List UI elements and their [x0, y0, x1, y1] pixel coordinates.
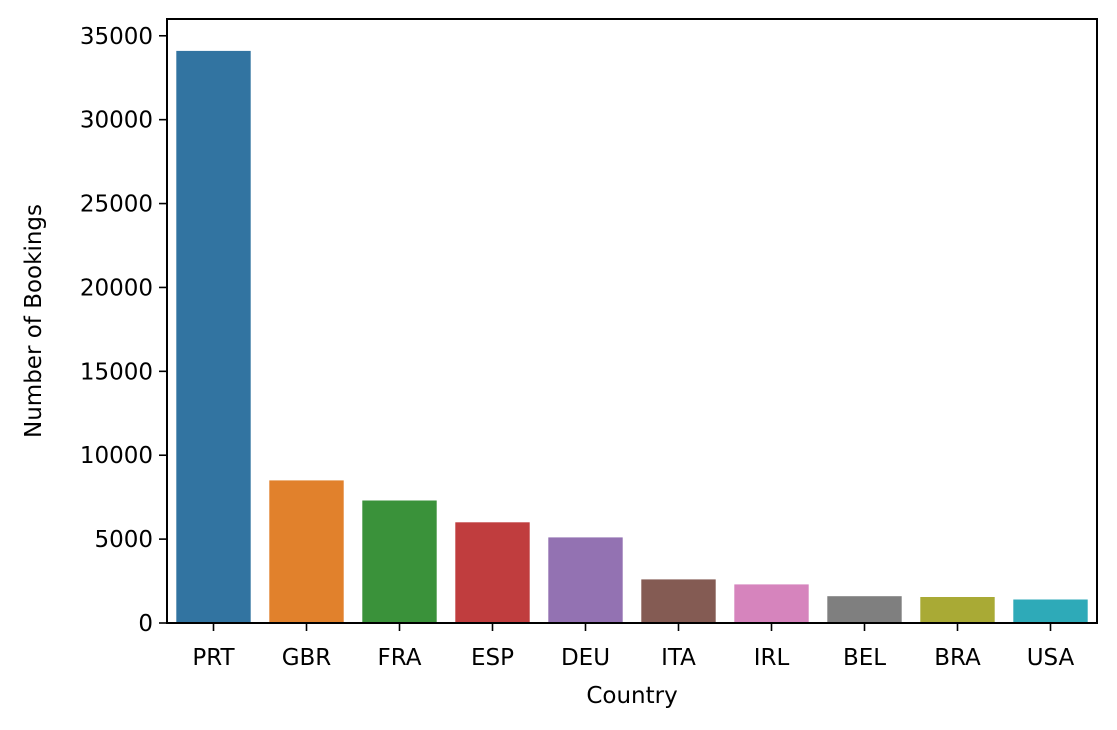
- x-axis-ticks: PRT GBR FRA ESP DEU ITA IRL BEL BRA USA: [192, 623, 1075, 671]
- bar-esp: [455, 522, 530, 623]
- x-tick-label: BRA: [934, 645, 981, 671]
- x-tick-label: GBR: [282, 645, 332, 671]
- x-tick-label: ITA: [661, 645, 696, 671]
- bar-bra: [920, 597, 995, 623]
- bar-gbr: [269, 480, 344, 623]
- x-tick-label: FRA: [377, 645, 421, 671]
- x-tick-label: DEU: [561, 645, 610, 671]
- y-tick-label: 15000: [80, 359, 153, 385]
- x-axis-label: Country: [586, 683, 677, 709]
- x-tick-label: USA: [1027, 645, 1075, 671]
- bar-ita: [641, 579, 716, 623]
- bar-irl: [734, 584, 809, 623]
- y-axis-label: Number of Bookings: [21, 204, 47, 438]
- x-tick-label: IRL: [754, 645, 790, 671]
- x-tick-label: PRT: [192, 645, 235, 671]
- y-axis-ticks: 0 5000 10000 15000 20000 25000 30000 35000: [80, 24, 167, 637]
- y-tick-label: 0: [138, 611, 153, 637]
- x-tick-label: BEL: [843, 645, 886, 671]
- y-tick-label: 5000: [94, 527, 153, 553]
- bar-usa: [1013, 599, 1088, 623]
- y-tick-label: 20000: [80, 275, 153, 301]
- plot-frame: [166, 18, 1098, 624]
- bar-fra: [362, 500, 437, 623]
- y-tick-label: 30000: [80, 108, 153, 134]
- y-tick-label: 10000: [80, 443, 153, 469]
- y-tick-label: 35000: [80, 24, 153, 50]
- bar-deu: [548, 537, 623, 623]
- x-tick-label: ESP: [471, 645, 514, 671]
- bar-prt: [176, 50, 251, 623]
- bars-group: [176, 50, 1088, 623]
- bar-bel: [827, 596, 902, 623]
- y-tick-label: 25000: [80, 192, 153, 218]
